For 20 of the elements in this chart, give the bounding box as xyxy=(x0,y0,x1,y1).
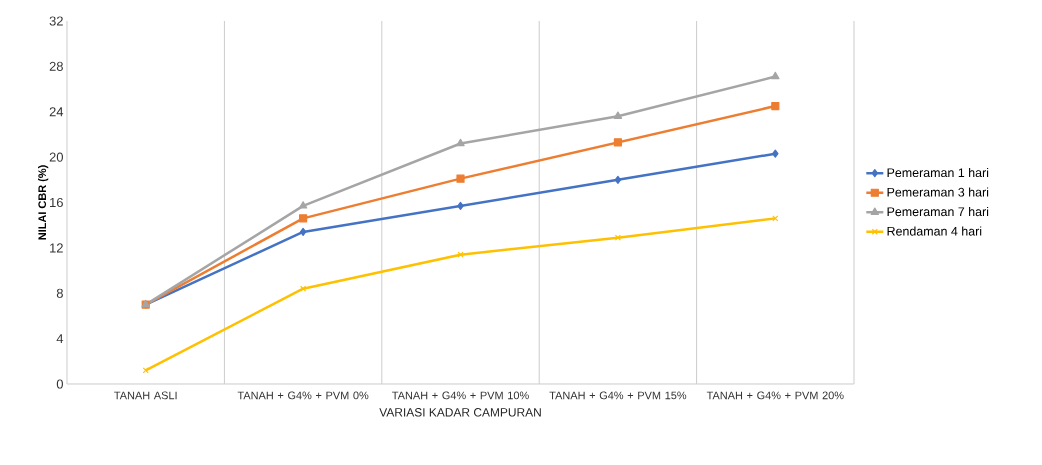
x-tick-label: TANAH + G4% + PVM 10% xyxy=(392,391,529,400)
x-tick-label: TANAH + G4% + PVM 15% xyxy=(549,391,687,400)
legend-label: Rendaman 4 hari xyxy=(887,226,982,236)
legend-label: Pemeraman 3 hari xyxy=(887,187,989,197)
y-tick-label: 28 xyxy=(49,61,63,71)
y-tick-label: 8 xyxy=(56,288,63,298)
y-tick-label: 0 xyxy=(56,379,63,389)
x-tick-label: TANAH ASLI xyxy=(114,391,177,400)
y-tick-label: 20 xyxy=(49,152,63,162)
y-tick-label: 32 xyxy=(49,16,63,26)
y-axis-title: NILAI CBR (%) xyxy=(38,165,49,240)
y-tick-label: 12 xyxy=(50,243,63,253)
y-tick-label: 24 xyxy=(49,107,64,117)
x-tick-label: TANAH + G4% + PVM 0% xyxy=(237,391,369,400)
x-tick-label: TANAH + G4% + PVM 20% xyxy=(706,391,844,400)
legend-label: Pemeraman 7 hari xyxy=(887,206,989,217)
legend-label: Pemeraman 1 hari xyxy=(887,167,989,178)
y-tick-label: 4 xyxy=(56,334,64,344)
y-tick-label: 16 xyxy=(50,197,63,208)
x-axis-title: VARIASI KADAR CAMPURAN xyxy=(379,408,541,417)
